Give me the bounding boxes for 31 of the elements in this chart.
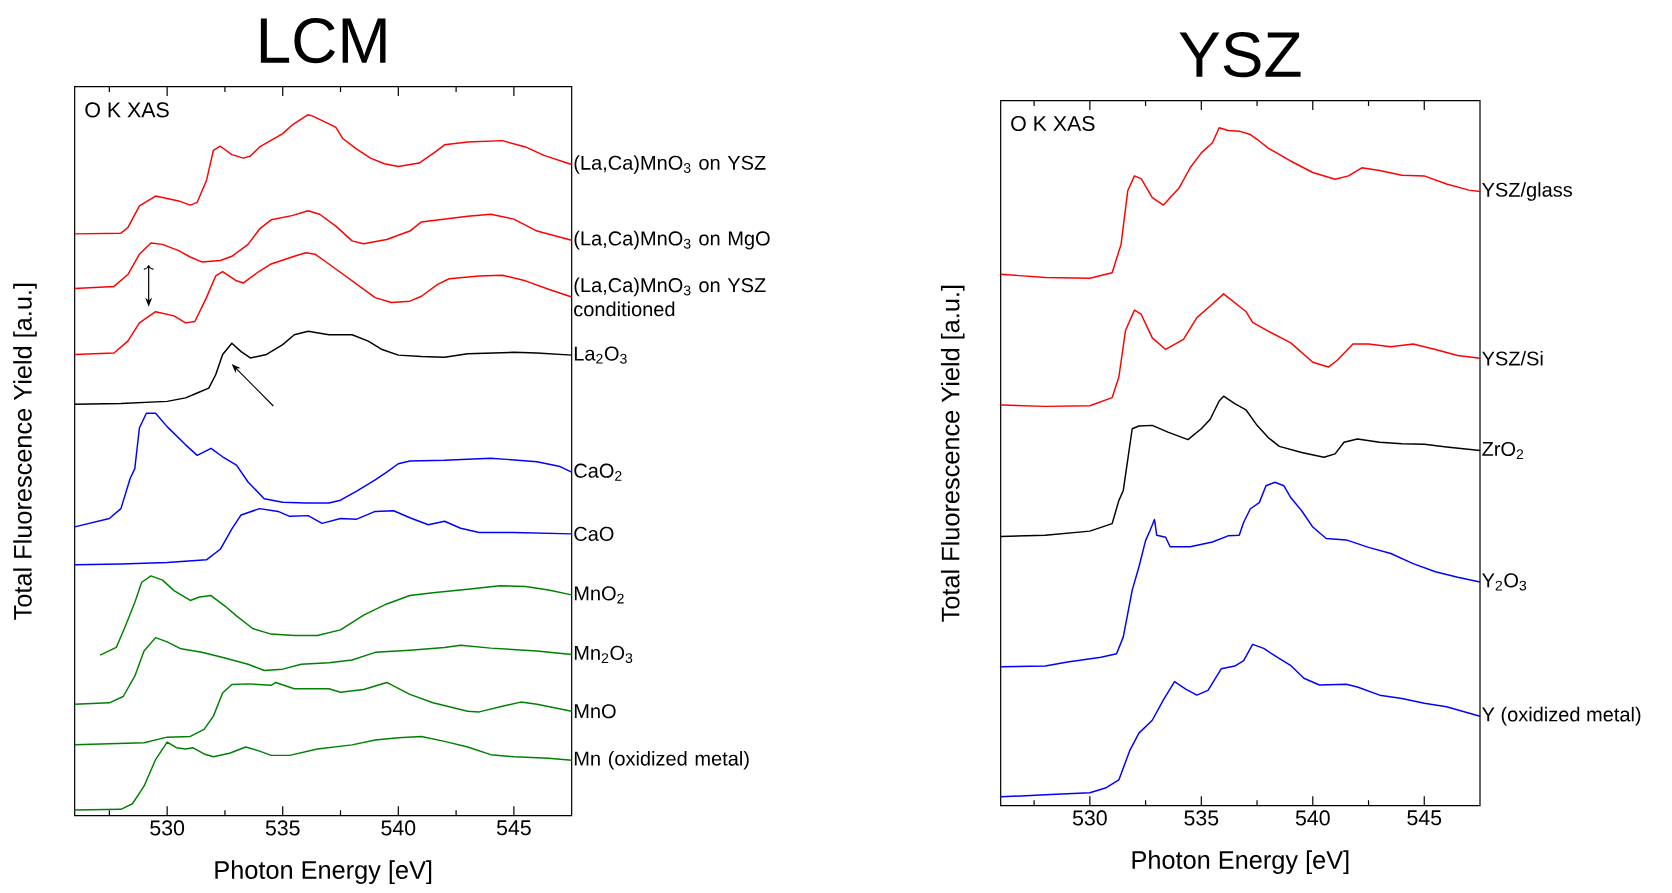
- series-label: Y$_{2}$O$_{3}$: [1482, 573, 1527, 591]
- series-label: ZrO$_{2}$: [1482, 441, 1524, 460]
- x-tick-label: 545: [1407, 810, 1442, 826]
- x-tick-label: 540: [1295, 810, 1330, 826]
- chart-title: LCM: [260, 17, 386, 64]
- series-label: CaO$_{2}$: [574, 463, 622, 481]
- x-tick-label: 545: [496, 820, 531, 836]
- series-label: MnO: [574, 704, 616, 719]
- series-label: MnO$_{2}$: [574, 586, 624, 604]
- x-tick-label: 540: [381, 820, 416, 836]
- x-tick-label: 530: [1072, 810, 1107, 826]
- y-axis-title: Total Fluorescence Yield [a.u.]: [940, 285, 965, 622]
- y-axis-title: Total Fluorescence Yield [a.u.]: [13, 283, 37, 620]
- series-label: (La,Ca)MnO$_{3}$ on MgO: [574, 230, 770, 250]
- series-label: YSZ/Si: [1482, 350, 1543, 366]
- annotation: O K XAS: [85, 102, 169, 118]
- series-label: CaO: [574, 526, 614, 541]
- chart-title: YSZ: [1179, 31, 1301, 78]
- series-label: La$_{2}$O$_{3}$: [574, 346, 627, 364]
- series-label: Mn (oxidized metal): [574, 750, 749, 770]
- x-tick-label: 530: [150, 820, 185, 836]
- series-label: (La,Ca)MnO$_{3}$ on YSZ: [574, 155, 766, 174]
- x-axis-title: Photon Energy [eV]: [215, 860, 432, 884]
- series-label: YSZ/glass: [1482, 182, 1572, 201]
- series-label: Y (oxidized metal): [1482, 706, 1641, 726]
- series-label: Mn$_{2}$O$_{3}$: [574, 645, 633, 664]
- x-axis-title: Photon Energy [eV]: [1132, 850, 1349, 874]
- text: (La,Ca)MnO$_{3}$ on YSZ conditioned: [574, 277, 766, 317]
- annotation: O K XAS: [1011, 115, 1095, 132]
- x-tick-label: 535: [265, 820, 300, 836]
- x-tick-label: 535: [1184, 810, 1219, 826]
